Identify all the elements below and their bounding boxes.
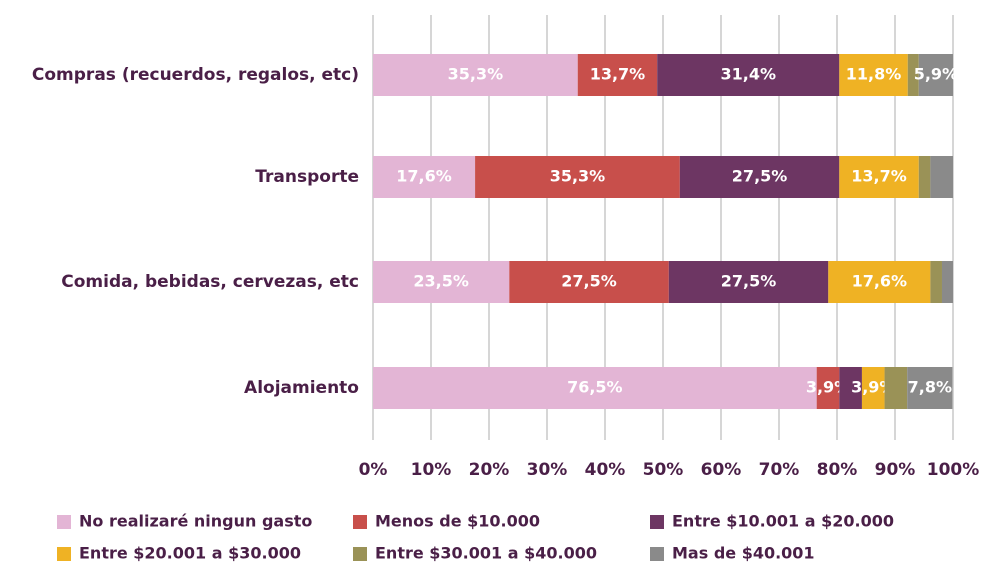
value-label: 3,9% — [806, 378, 850, 397]
x-tick-label: 20% — [469, 460, 510, 480]
bar-segment — [475, 156, 680, 198]
legend-label: Entre $20.001 a $30.000 — [79, 544, 301, 563]
value-label: 3,9% — [851, 378, 895, 397]
bar-segment — [657, 54, 840, 96]
bar-segment — [577, 54, 658, 96]
legend-swatch — [57, 547, 71, 561]
bar-segment — [930, 156, 953, 198]
bar-segment — [839, 54, 908, 96]
legend-swatch — [650, 547, 664, 561]
bar-segment — [861, 367, 885, 409]
bar-segment — [918, 156, 931, 198]
bar-segment — [907, 54, 919, 96]
legend-label: Entre $30.001 a $40.000 — [375, 544, 597, 563]
x-tick-label: 100% — [927, 460, 980, 480]
bar-segment — [679, 156, 840, 198]
bar-segment — [839, 156, 919, 198]
bar-segment — [668, 261, 829, 303]
bar-segment — [918, 54, 953, 96]
x-tick-label: 70% — [759, 460, 800, 480]
value-label: 7,8% — [908, 378, 952, 397]
value-label: 27,5% — [721, 272, 777, 291]
bar-segment — [907, 367, 953, 409]
value-label: 23,5% — [413, 272, 469, 291]
value-label: 17,6% — [852, 272, 908, 291]
x-tick-label: 10% — [411, 460, 452, 480]
bar-segment — [839, 367, 862, 409]
value-label: 11,8% — [846, 65, 902, 84]
category-label: Compras (recuerdos, regalos, etc) — [32, 65, 359, 85]
value-label: 17,6% — [396, 167, 452, 186]
category-label: Transporte — [255, 167, 359, 187]
bar-segment — [373, 261, 510, 303]
value-label: 35,3% — [448, 65, 504, 84]
value-label: 27,5% — [561, 272, 617, 291]
legend-swatch — [353, 547, 367, 561]
legend-swatch — [57, 515, 71, 529]
value-label: 35,3% — [550, 167, 606, 186]
x-tick-label: 30% — [527, 460, 568, 480]
x-tick-label: 90% — [875, 460, 916, 480]
bar-segment — [373, 367, 817, 409]
x-tick-label: 80% — [817, 460, 858, 480]
value-label: 13,7% — [590, 65, 646, 84]
bar-segment — [509, 261, 669, 303]
legend-label: No realizaré ningun gasto — [79, 512, 312, 531]
bar-segment — [816, 367, 840, 409]
bar-segment — [828, 261, 931, 303]
legend-label: Entre $10.001 a $20.000 — [672, 512, 894, 531]
x-tick-label: 40% — [585, 460, 626, 480]
value-label: 31,4% — [721, 65, 777, 84]
bar-segment — [930, 261, 942, 303]
bar-segment — [884, 367, 908, 409]
legend-swatch — [650, 515, 664, 529]
bar-segment — [941, 261, 953, 303]
value-label: 27,5% — [732, 167, 788, 186]
value-label: 76,5% — [567, 378, 623, 397]
category-label: Alojamiento — [244, 378, 359, 398]
x-tick-label: 50% — [643, 460, 684, 480]
bar-segment — [373, 54, 578, 96]
bar-segment — [373, 156, 476, 198]
x-tick-label: 60% — [701, 460, 742, 480]
value-label: 13,7% — [851, 167, 907, 186]
legend-label: Menos de $10.000 — [375, 512, 540, 531]
category-label: Comida, bebidas, cervezas, etc — [61, 272, 359, 292]
x-tick-label: 0% — [359, 460, 388, 480]
legend-swatch — [353, 515, 367, 529]
value-label: 5,9% — [914, 65, 958, 84]
legend-label: Mas de $40.001 — [672, 544, 815, 563]
